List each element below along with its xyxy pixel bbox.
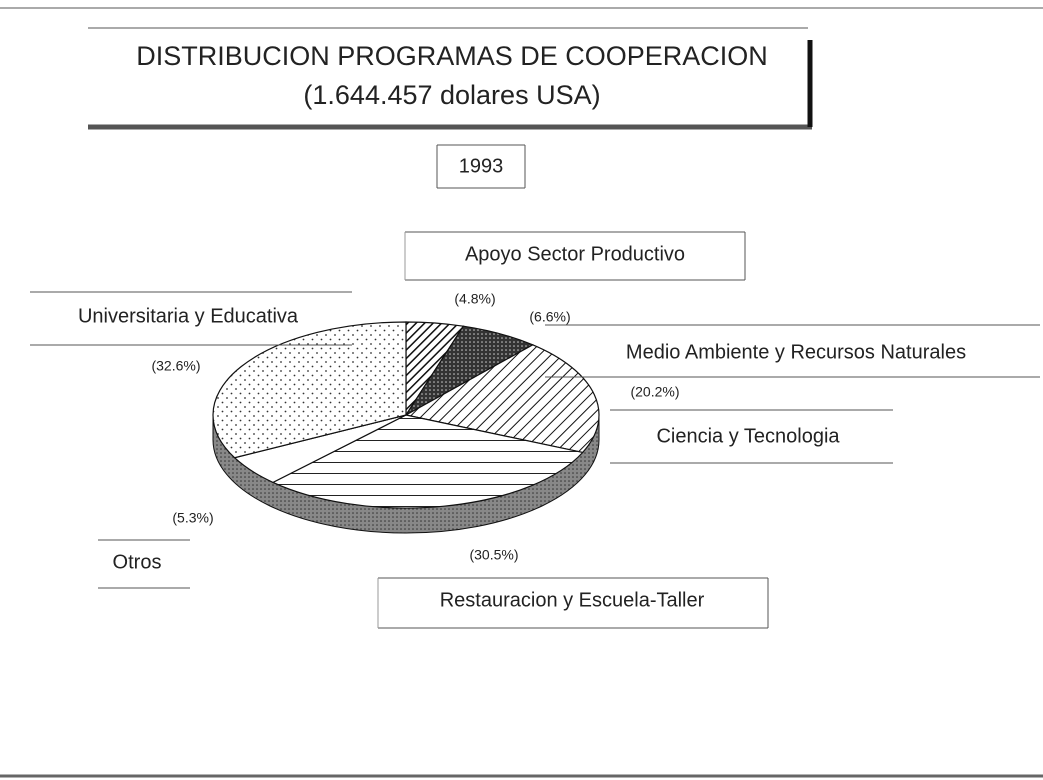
- chart-title: DISTRIBUCION PROGRAMAS DE COOPERACION: [136, 41, 768, 71]
- year-box: [436, 144, 526, 189]
- value-label: (6.6%): [529, 309, 570, 325]
- category-label: Otros: [113, 551, 162, 573]
- pie-slice: [212, 321, 407, 459]
- category-label: Ciencia y Tecnologia: [656, 425, 840, 447]
- value-label: (30.5%): [469, 547, 518, 563]
- category-label: Apoyo Sector Productivo: [465, 243, 685, 265]
- value-label: (20.2%): [630, 384, 679, 400]
- value-label: (5.3%): [172, 510, 213, 526]
- title-box: [88, 27, 813, 130]
- category-label: Medio Ambiente y Recursos Naturales: [626, 341, 966, 363]
- chart-subtitle: (1.644.457 dolares USA): [303, 80, 600, 110]
- value-label: (4.8%): [454, 291, 495, 307]
- year-label: 1993: [459, 155, 504, 177]
- category-label: Universitaria y Educativa: [78, 305, 299, 327]
- category-label: Restauracion y Escuela-Taller: [440, 589, 705, 611]
- pie-slice: [404, 344, 600, 454]
- pie-slice: [271, 414, 584, 509]
- pie: [212, 321, 600, 534]
- value-label: (32.6%): [151, 358, 200, 374]
